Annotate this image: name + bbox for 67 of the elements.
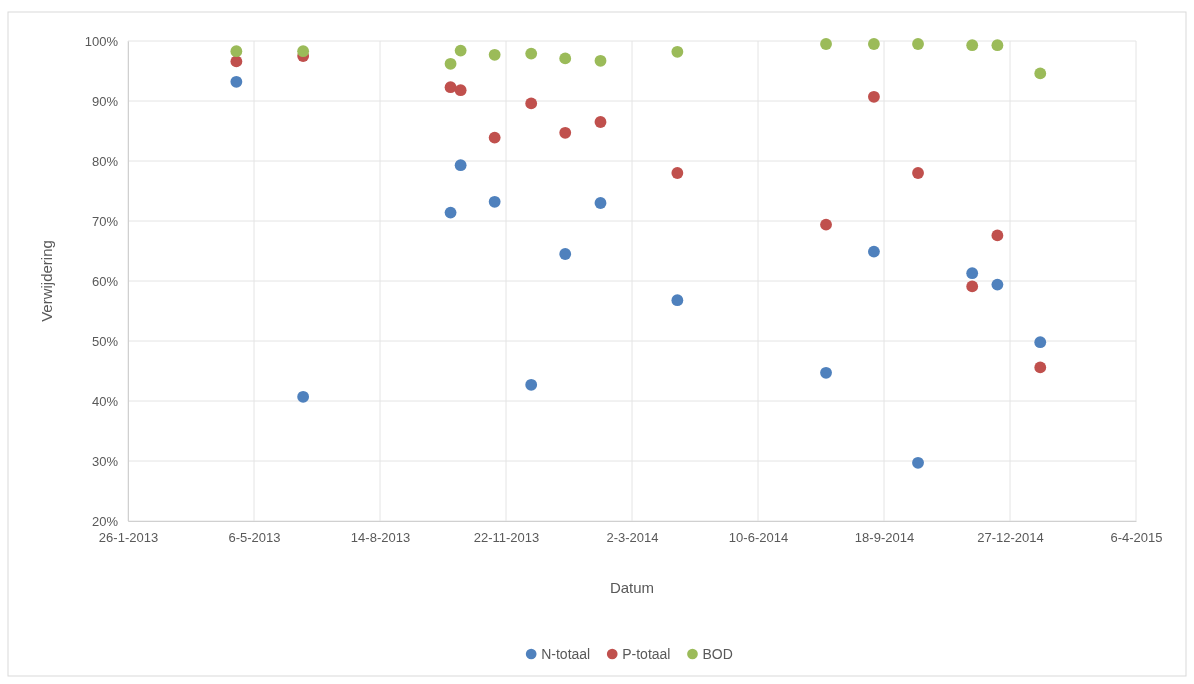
point [488, 131, 501, 144]
x-tick-label: 2-3-2014 [606, 530, 659, 546]
point [444, 57, 457, 70]
legend-label: N-totaal [541, 646, 591, 662]
point [444, 206, 457, 219]
legend-label: P-totaal [622, 646, 671, 662]
x-tick-label: 6-4-2015 [1110, 530, 1163, 546]
point [488, 48, 501, 61]
point [912, 456, 924, 469]
point [820, 218, 832, 231]
point [1034, 336, 1047, 349]
y-tick-label: 50% [91, 333, 119, 349]
point [525, 97, 538, 110]
point [559, 126, 572, 139]
point [454, 159, 467, 172]
y-tick-label: 60% [91, 273, 119, 289]
point [594, 54, 607, 67]
point [868, 90, 880, 103]
x-tick-label: 6-5-2013 [228, 530, 281, 546]
point [966, 39, 979, 52]
x-tick-label: 22-11-2013 [473, 530, 540, 546]
point [230, 55, 243, 68]
point [444, 81, 457, 94]
x-axis-title: Datum [609, 579, 655, 596]
point [454, 44, 467, 57]
x-tick-label: 10-6-2014 [728, 530, 789, 546]
y-tick-label: 80% [91, 153, 119, 169]
point [991, 229, 1004, 242]
point [868, 38, 880, 50]
point [671, 294, 684, 307]
y-tick-label: 40% [91, 393, 119, 409]
y-tick-label: 90% [91, 93, 119, 109]
point [297, 45, 310, 58]
point [820, 38, 832, 50]
point [559, 248, 572, 260]
point [1034, 67, 1047, 80]
legend-label: BOD [702, 646, 733, 662]
x-tick-label: 18-9-2014 [854, 530, 915, 546]
point [594, 116, 607, 128]
point [991, 39, 1004, 52]
y-tick-label: 20% [91, 513, 119, 529]
y-axis-title: Verwijdering [38, 240, 55, 322]
point [966, 280, 979, 293]
point [868, 245, 880, 258]
point [488, 195, 501, 208]
x-tick-label: 26-1-2013 [98, 530, 159, 546]
point [820, 366, 832, 379]
y-tick-label: 100% [84, 33, 119, 49]
point [671, 167, 684, 179]
x-tick-label: 27-12-2014 [977, 530, 1044, 546]
y-tick-label: 70% [91, 213, 119, 229]
point [559, 52, 572, 65]
point [230, 45, 243, 58]
point [912, 167, 924, 179]
point [966, 267, 979, 280]
point [594, 197, 607, 209]
point [297, 390, 310, 403]
x-tick-label: 14-8-2013 [350, 530, 411, 546]
point [454, 84, 467, 97]
y-tick-label: 30% [91, 453, 119, 469]
point [525, 47, 538, 60]
point [525, 378, 538, 391]
point [1034, 361, 1047, 374]
point [230, 75, 243, 88]
point [671, 45, 684, 58]
point [912, 38, 924, 50]
point [991, 278, 1004, 291]
